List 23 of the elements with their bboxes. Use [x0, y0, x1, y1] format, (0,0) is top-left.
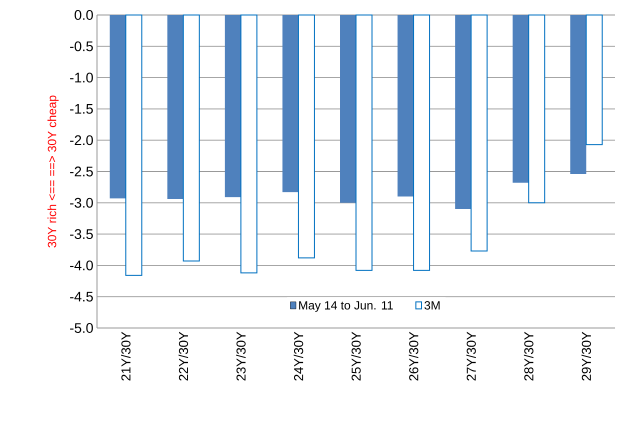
x-tick-label: 27Y/30Y — [466, 332, 476, 381]
x-tick-label: 23Y/30Y — [236, 332, 246, 381]
legend-label: 3M — [424, 301, 440, 310]
x-tick-label: 26Y/30Y — [408, 332, 418, 381]
y-tick-label: -4.5 — [70, 292, 93, 302]
y-tick-label: -3.0 — [70, 198, 93, 208]
y-tick-label: -2.0 — [70, 135, 93, 146]
y-tick-label: -0.5 — [70, 41, 93, 52]
x-tick-label: 29Y/30Y — [581, 332, 591, 381]
y-tick-label: -1.0 — [70, 72, 93, 83]
x-tick-label: 22Y/30Y — [178, 332, 188, 381]
legend-label: May 14 to Jun. 11 — [299, 301, 393, 312]
x-tick-label: 28Y/30Y — [524, 332, 534, 381]
y-tick-label: -5.0 — [70, 323, 93, 333]
y-tick-label: -3.5 — [70, 229, 93, 240]
y-tick-label: -4.0 — [70, 260, 93, 270]
y-tick-label: -1.5 — [70, 104, 93, 114]
x-tick-label: 25Y/30Y — [351, 332, 361, 381]
y-axis-title: 30Y rich <== ==> 30Y cheap — [47, 96, 59, 248]
x-tick-label: 24Y/30Y — [294, 332, 304, 381]
x-tick-label: 21Y/30Y — [121, 332, 131, 381]
y-tick-label: -2.5 — [70, 166, 93, 176]
y-tick-label: 0.0 — [74, 10, 93, 20]
